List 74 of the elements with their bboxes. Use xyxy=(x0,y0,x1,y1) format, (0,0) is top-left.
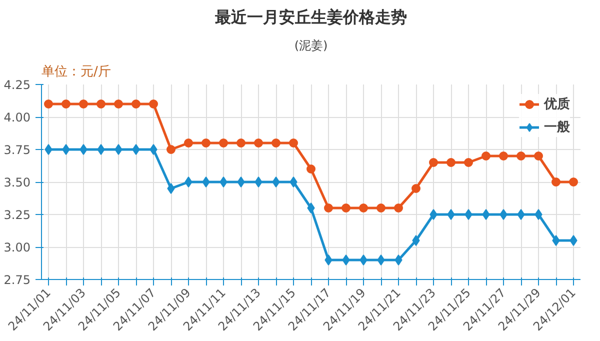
point xyxy=(114,100,123,108)
point xyxy=(430,209,438,220)
point xyxy=(499,152,508,160)
point xyxy=(394,254,402,266)
point xyxy=(342,254,350,266)
point xyxy=(360,254,368,266)
point xyxy=(534,209,542,220)
point xyxy=(412,235,420,246)
point xyxy=(290,176,298,188)
legend-label: 一般 xyxy=(544,119,570,136)
point xyxy=(570,235,578,246)
point xyxy=(132,144,140,155)
point xyxy=(500,209,508,220)
point xyxy=(569,178,578,186)
point xyxy=(97,144,105,155)
y-tick-label: 4.25 xyxy=(4,78,30,92)
point xyxy=(552,178,560,186)
point xyxy=(44,100,53,108)
point xyxy=(167,183,175,194)
point xyxy=(150,144,158,155)
point xyxy=(254,176,262,188)
point xyxy=(552,235,560,246)
point xyxy=(306,164,316,174)
point xyxy=(79,100,88,108)
point xyxy=(272,176,280,188)
point xyxy=(62,144,70,155)
y-tick-label: 3.25 xyxy=(4,208,30,222)
point xyxy=(377,254,385,266)
point xyxy=(447,209,455,220)
point xyxy=(149,100,158,108)
point xyxy=(324,204,333,212)
point xyxy=(289,138,298,148)
point xyxy=(516,152,526,160)
y-tick-label: 2.75 xyxy=(4,273,30,287)
point xyxy=(394,204,403,212)
point xyxy=(166,145,176,154)
point xyxy=(96,100,106,108)
point xyxy=(184,176,192,188)
point xyxy=(376,204,386,212)
point xyxy=(517,209,525,220)
point xyxy=(132,100,140,108)
y-axis-title: 单位：元/斤 xyxy=(42,64,111,80)
point xyxy=(220,176,228,188)
point xyxy=(307,202,315,214)
point xyxy=(324,254,332,266)
y-tick-label: 3.00 xyxy=(4,240,30,254)
y-tick-label: 4.00 xyxy=(4,110,30,124)
point xyxy=(464,209,472,220)
point xyxy=(44,144,52,155)
point xyxy=(219,138,228,148)
point xyxy=(342,204,350,212)
chart-subtitle: (泥姜) xyxy=(294,38,328,52)
point xyxy=(359,204,368,212)
legend-label: 优质 xyxy=(544,96,570,113)
point xyxy=(114,144,122,155)
point xyxy=(464,158,473,167)
point xyxy=(237,176,245,188)
point xyxy=(236,138,246,148)
point xyxy=(80,144,88,155)
point xyxy=(482,152,490,160)
point xyxy=(429,158,438,167)
point xyxy=(446,158,456,167)
y-tick-label: 3.75 xyxy=(4,143,30,157)
point xyxy=(184,138,193,148)
point xyxy=(412,184,420,193)
point xyxy=(202,176,210,188)
point xyxy=(202,138,210,148)
point xyxy=(534,152,543,160)
y-tick-label: 3.50 xyxy=(4,176,30,190)
point xyxy=(62,100,70,108)
point xyxy=(482,209,490,220)
point xyxy=(254,138,263,148)
point xyxy=(272,138,280,148)
chart-title: 最近一月安丘生姜价格走势 xyxy=(214,8,407,26)
